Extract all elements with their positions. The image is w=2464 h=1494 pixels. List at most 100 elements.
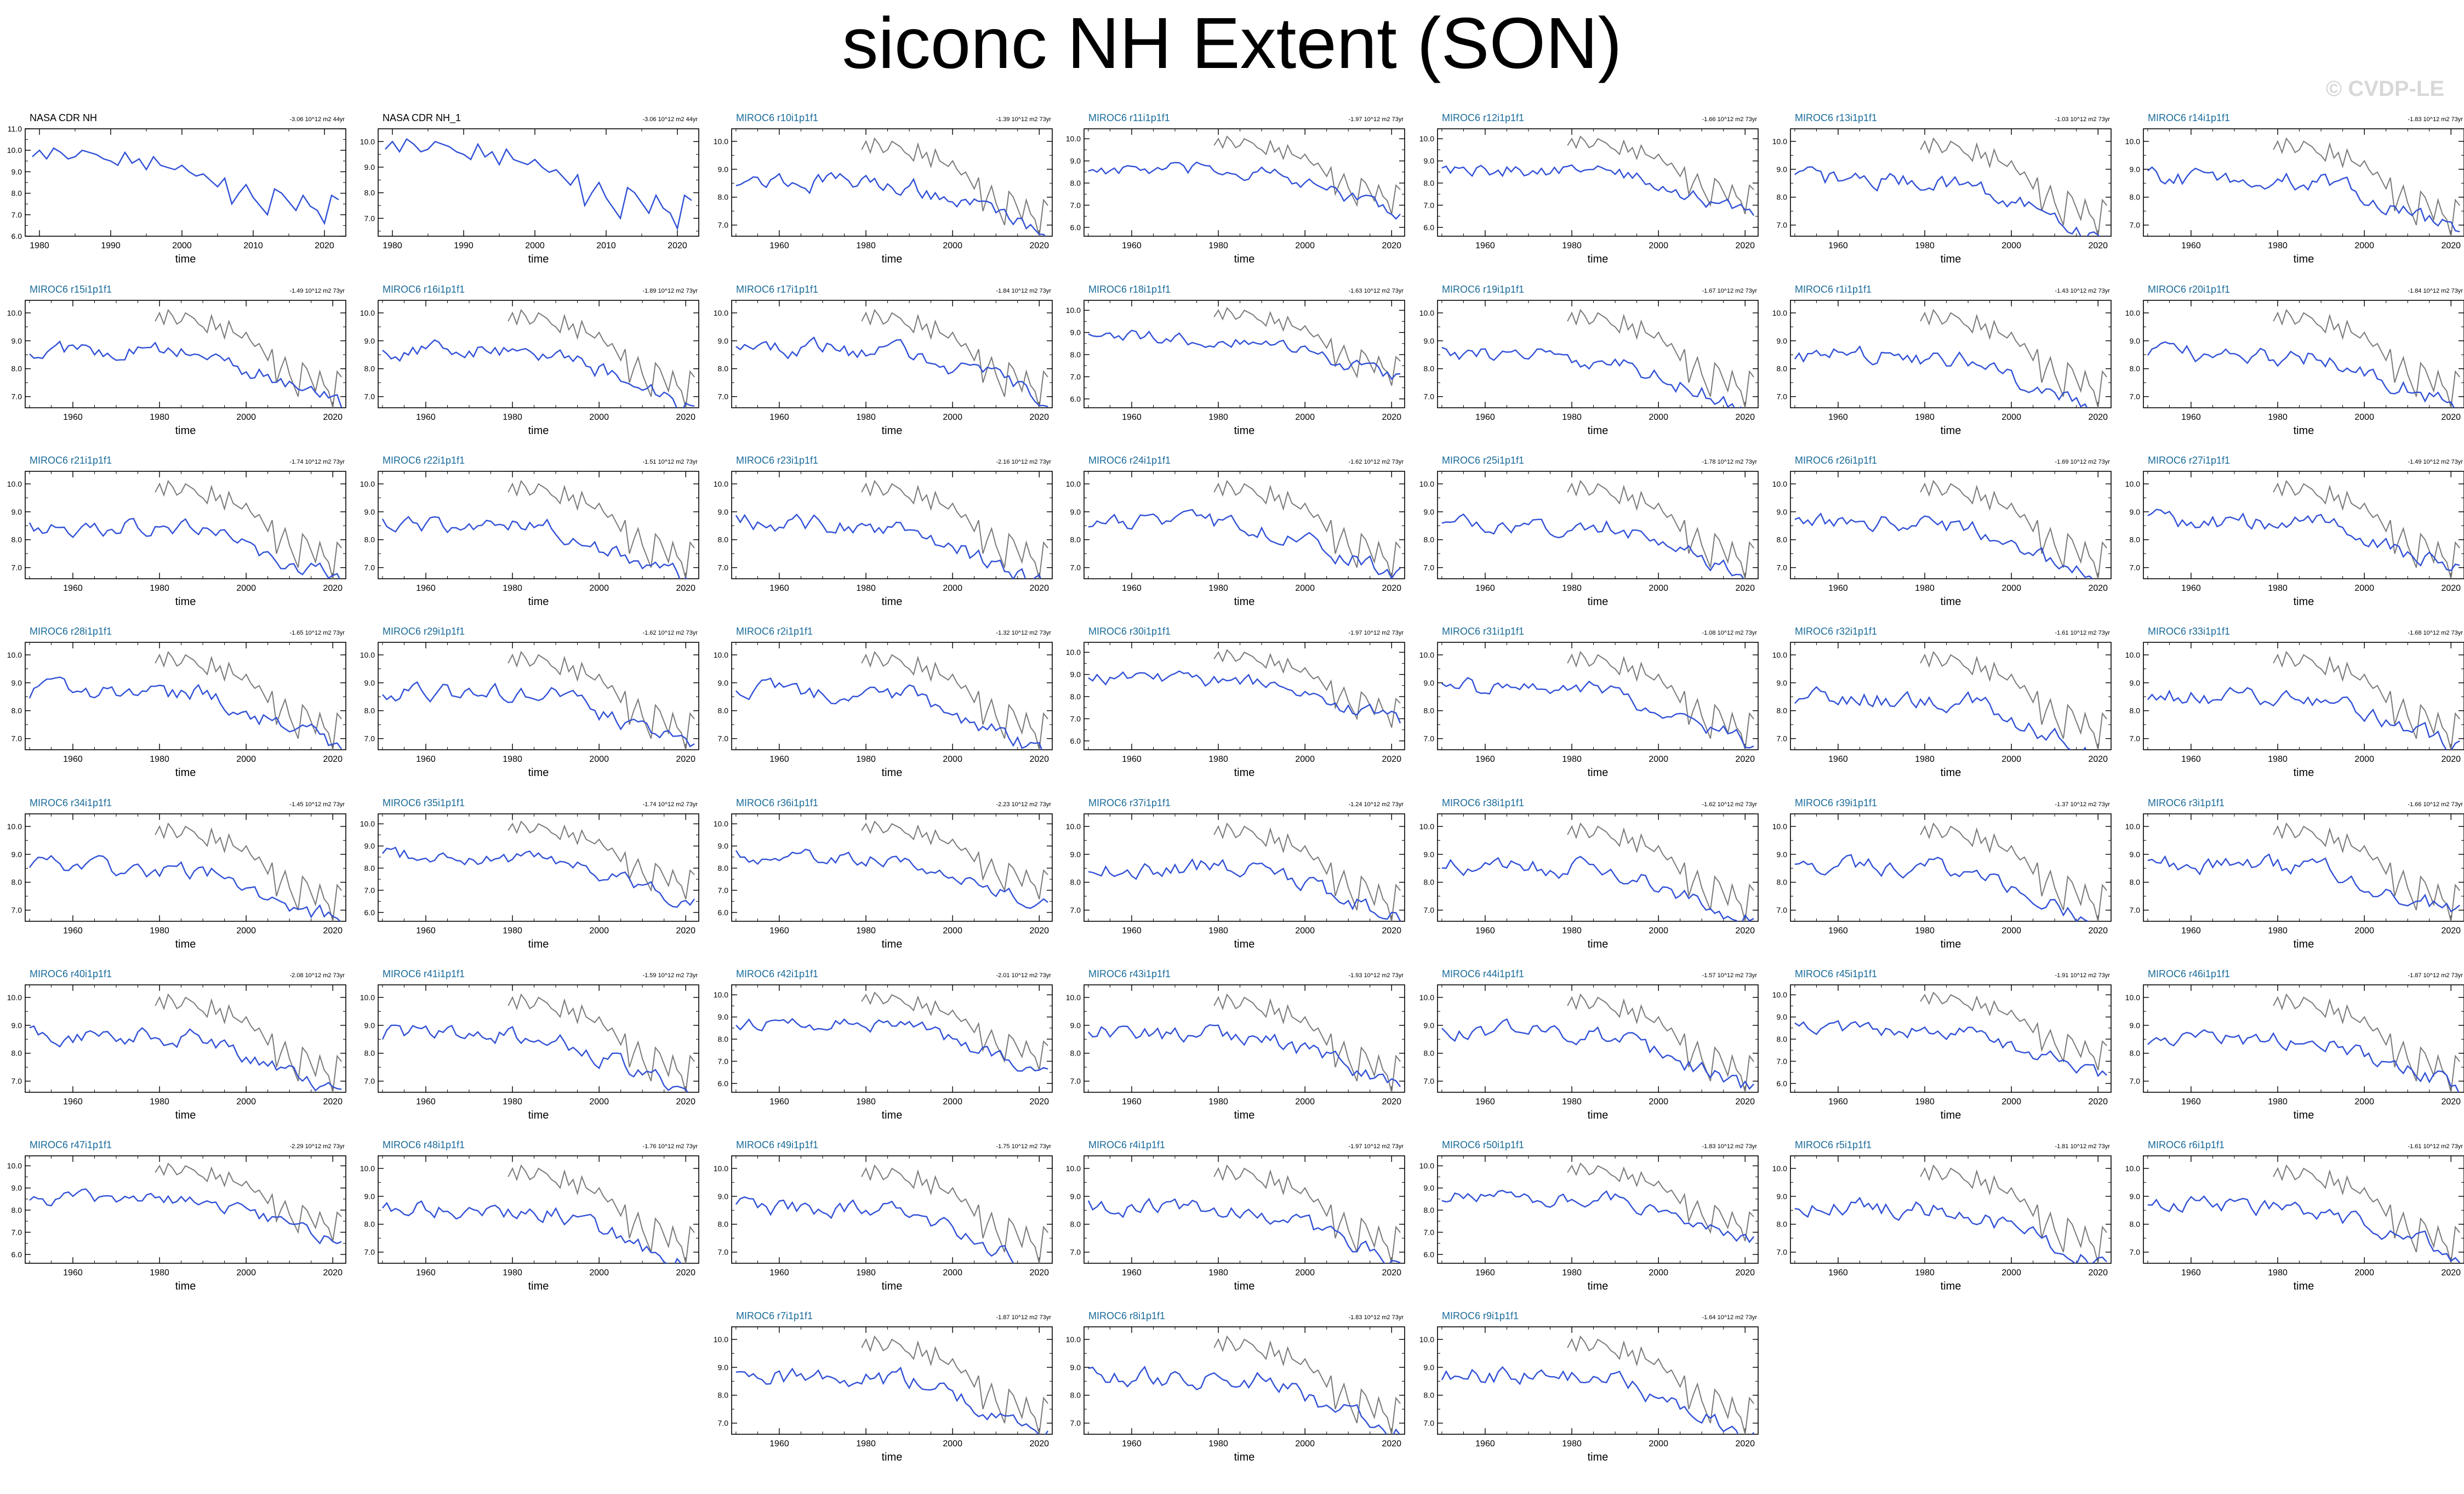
x-tick-label: 2000 (2001, 1268, 2021, 1278)
x-axis-label: time (175, 938, 196, 950)
x-axis-label: time (1588, 938, 1609, 950)
y-tick-label: 10.0 (1066, 134, 1081, 143)
chart-panel: MIROC6 r26i1p1f1 -1.69 10^12 m2 73yr 1960 1… (1772, 455, 2112, 608)
x-tick-label: 1960 (63, 413, 83, 422)
x-tick-label: 2020 (2441, 926, 2461, 936)
x-tick-label: 2020 (2088, 1097, 2108, 1107)
y-tick-label: 9.0 (364, 337, 375, 345)
y-tick-label: 7.0 (364, 734, 375, 743)
x-axis-label: time (1234, 1109, 1255, 1121)
x-tick-label: 2000 (236, 584, 256, 593)
y-tick-label: 9.0 (718, 678, 729, 687)
plot-frame (2143, 642, 2464, 750)
series-line-member (381, 1200, 682, 1263)
x-tick-label: 2000 (172, 241, 192, 250)
y-tick-label: 8.0 (364, 535, 375, 544)
y-tick-label: 9.0 (1070, 157, 1081, 166)
x-tick-label: 1980 (1562, 413, 1582, 422)
panel-title: MIROC6 r32i1p1f1 (1795, 626, 1877, 637)
panel-title: MIROC6 r9i1p1f1 (1442, 1310, 1519, 1321)
x-tick-label: 2000 (2001, 584, 2021, 593)
x-tick-label: 2020 (323, 755, 343, 764)
x-tick-label: 2020 (1029, 755, 1049, 764)
series-line-observed (2273, 480, 2460, 579)
series-line-member (381, 516, 688, 579)
x-tick-label: 2000 (943, 926, 962, 936)
y-tick-label: 9.0 (2130, 678, 2141, 687)
x-tick-label: 1960 (769, 1097, 789, 1107)
y-tick-label: 8.0 (1424, 1206, 1435, 1214)
plot-frame (25, 128, 346, 237)
x-tick-label: 2020 (676, 926, 695, 936)
y-tick-label: 10.0 (7, 146, 22, 155)
panel-title: MIROC6 r8i1p1f1 (1088, 1310, 1165, 1321)
chart-panel: MIROC6 r40i1p1f1 -2.08 10^12 m2 73yr 1960 1… (7, 968, 346, 1121)
x-axis-label: time (528, 1109, 549, 1121)
x-tick-label: 2000 (2354, 584, 2374, 593)
y-tick-label: 10.0 (360, 480, 375, 488)
y-tick-label: 6.0 (364, 908, 375, 917)
y-tick-label: 9.0 (1424, 1021, 1435, 1030)
y-tick-label: 10.0 (2125, 1164, 2140, 1173)
panel-title: MIROC6 r29i1p1f1 (383, 626, 465, 637)
x-tick-label: 2020 (2441, 241, 2461, 250)
y-tick-label: 10.0 (360, 819, 375, 828)
trend-label: -1.78 10^12 m2 73yr (1702, 459, 1757, 465)
series-line-observed (155, 651, 342, 750)
x-axis-label: time (1234, 253, 1255, 265)
series-line-member (1441, 677, 1754, 749)
series-line-member (2147, 1029, 2460, 1092)
y-tick-label: 8.0 (2130, 878, 2141, 887)
y-tick-label: 9.0 (1777, 165, 1788, 174)
y-tick-label: 10.0 (1419, 993, 1434, 1002)
x-tick-label: 1960 (1475, 1439, 1495, 1449)
series-line-member (381, 1024, 688, 1092)
chart-panel: MIROC6 r1i1p1f1 -1.43 10^12 m2 73yr 1960 19… (1772, 284, 2112, 437)
x-tick-label: 1960 (1828, 1097, 1848, 1107)
y-tick-label: 7.0 (364, 886, 375, 894)
x-tick-label: 2000 (943, 413, 962, 422)
x-tick-label: 1960 (63, 1097, 83, 1107)
series-line-observed (1213, 135, 1401, 214)
trend-label: -1.74 10^12 m2 73yr (642, 801, 698, 808)
x-tick-label: 1980 (1562, 241, 1582, 250)
x-axis-label: time (1588, 425, 1609, 437)
x-tick-label: 1980 (856, 584, 876, 593)
plot-frame (1083, 128, 1405, 237)
series-line-member (1794, 512, 2094, 579)
y-tick-label: 10.0 (360, 137, 375, 146)
y-tick-label: 6.0 (1070, 737, 1081, 745)
x-tick-label: 1980 (503, 584, 522, 593)
plot-frame (378, 128, 699, 237)
chart-panel: MIROC6 r17i1p1f1 -1.84 10^12 m2 73yr 1960 1… (714, 284, 1053, 437)
x-tick-label: 1960 (1122, 584, 1142, 593)
x-tick-label: 2000 (1295, 413, 1315, 422)
series-line-member (1794, 854, 2090, 921)
chart-panel: MIROC6 r27i1p1f1 -1.49 10^12 m2 73yr 1960 1… (2125, 455, 2464, 608)
series-line-member (735, 1366, 1049, 1434)
y-tick-label: 8.0 (2130, 193, 2141, 202)
series-line-member (1794, 1020, 2107, 1077)
panel-title: MIROC6 r28i1p1f1 (30, 626, 112, 637)
x-tick-label: 2000 (2354, 1097, 2374, 1107)
panel-title: MIROC6 r23i1p1f1 (736, 455, 818, 466)
x-tick-label: 2000 (1649, 1268, 1668, 1278)
y-tick-label: 9.0 (1424, 850, 1435, 859)
x-tick-label: 1980 (1562, 1268, 1582, 1278)
y-tick-label: 10.0 (1066, 993, 1081, 1002)
trend-label: -1.49 10^12 m2 73yr (2408, 459, 2463, 465)
x-tick-label: 1960 (769, 755, 789, 764)
x-tick-label: 2020 (2441, 413, 2461, 422)
plot-frame (25, 1155, 346, 1264)
trend-label: -1.51 10^12 m2 73yr (642, 459, 698, 465)
x-tick-label: 2000 (943, 755, 962, 764)
y-tick-label: 8.0 (1777, 1035, 1788, 1043)
y-tick-label: 9.0 (364, 507, 375, 516)
x-tick-label: 1990 (454, 241, 474, 250)
x-tick-label: 2020 (1029, 926, 1049, 936)
y-tick-label: 10.0 (7, 822, 22, 831)
y-tick-label: 7.0 (1777, 906, 1788, 915)
x-axis-label: time (175, 253, 196, 265)
plot-frame (1437, 300, 1759, 408)
y-tick-label: 7.0 (2130, 392, 2141, 401)
